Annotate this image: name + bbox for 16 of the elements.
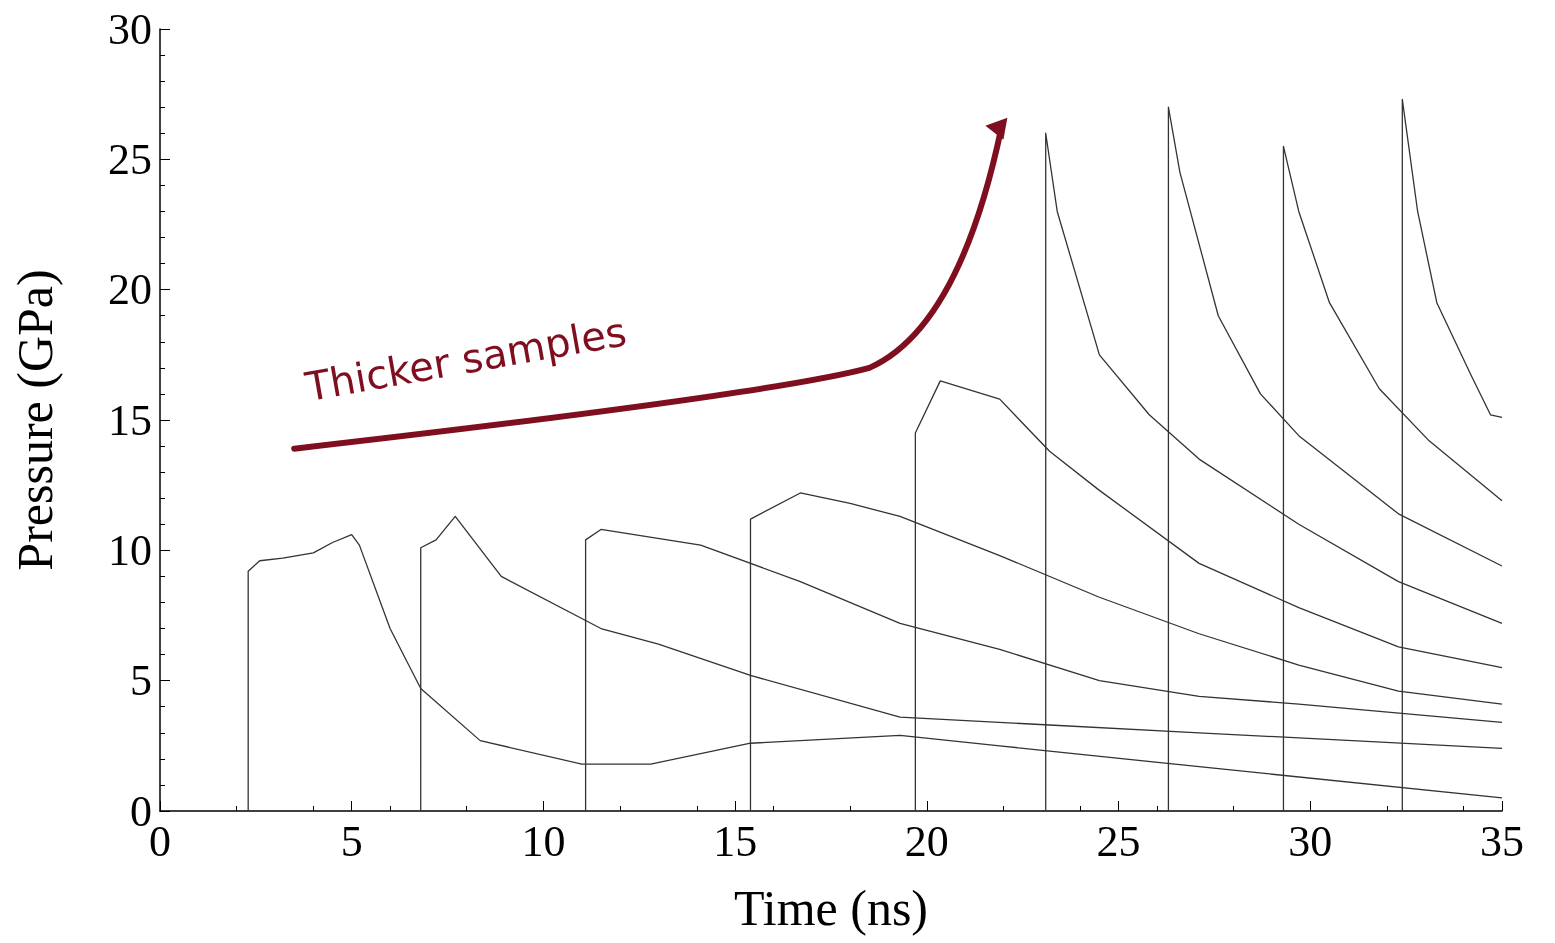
y-tick-label: 5 <box>130 656 152 706</box>
y-tick-label: 30 <box>108 4 152 54</box>
x-tick-label: 5 <box>340 816 363 866</box>
y-tick-label: 10 <box>108 525 152 575</box>
x-tick-label: 20 <box>904 816 949 866</box>
x-tick-label: 10 <box>521 816 566 866</box>
y-tick-label: 25 <box>108 134 152 184</box>
x-tick-label: 30 <box>1288 816 1333 866</box>
y-tick-label: 20 <box>108 265 152 315</box>
x-tick-label: 15 <box>713 816 758 866</box>
x-axis-title: Time (ns) <box>733 880 929 936</box>
x-tick-label: 25 <box>1096 816 1141 866</box>
y-axis-title: Pressure (GPa) <box>7 269 63 571</box>
y-tick-label: 15 <box>108 395 152 445</box>
annotation: Thicker samples <box>301 308 630 411</box>
x-tick-label: 35 <box>1480 816 1524 866</box>
